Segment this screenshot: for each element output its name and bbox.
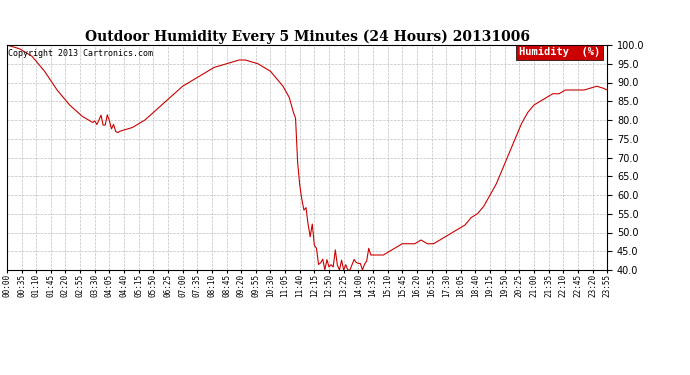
Text: Copyright 2013 Cartronics.com: Copyright 2013 Cartronics.com (8, 50, 153, 58)
Text: Humidity  (%): Humidity (%) (519, 47, 600, 57)
Title: Outdoor Humidity Every 5 Minutes (24 Hours) 20131006: Outdoor Humidity Every 5 Minutes (24 Hou… (85, 30, 529, 44)
